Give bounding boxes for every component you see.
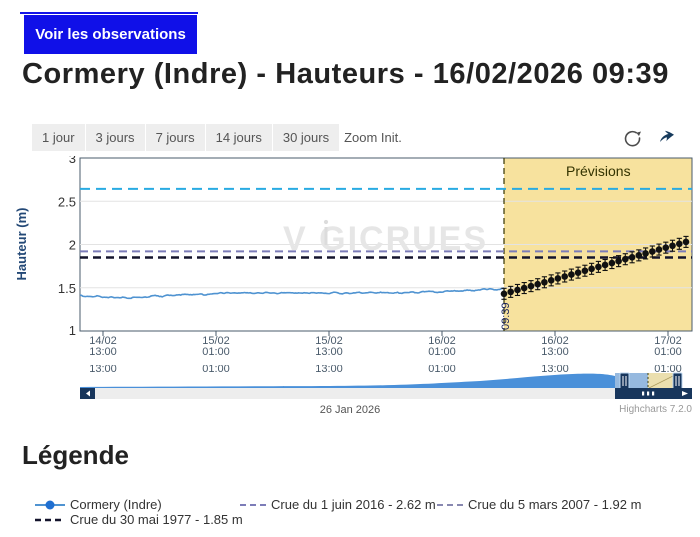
svg-text:01:00: 01:00 xyxy=(202,365,230,375)
svg-text:2: 2 xyxy=(69,238,76,253)
svg-text:13:00: 13:00 xyxy=(89,346,117,358)
svg-text:13:00: 13:00 xyxy=(315,365,343,375)
svg-text:13:00: 13:00 xyxy=(541,346,569,358)
svg-text:V GICRUES: V GICRUES xyxy=(283,220,488,258)
svg-text:Hauteur (m): Hauteur (m) xyxy=(14,208,29,281)
svg-text:1.5: 1.5 xyxy=(58,281,76,296)
svg-text:Cormery (Indre): Cormery (Indre) xyxy=(70,497,162,512)
svg-text:Crue du 1 juin 2016 - 2.62 m: Crue du 1 juin 2016 - 2.62 m xyxy=(271,497,436,512)
svg-text:Prévisions: Prévisions xyxy=(566,163,631,179)
svg-text:13:00: 13:00 xyxy=(89,365,117,375)
svg-text:01:00: 01:00 xyxy=(202,346,230,358)
svg-text:Crue du 30 mai 1977 - 1.85 m: Crue du 30 mai 1977 - 1.85 m xyxy=(70,512,243,527)
svg-text:13:00: 13:00 xyxy=(315,346,343,358)
svg-text:3: 3 xyxy=(69,156,76,166)
svg-text:2.5: 2.5 xyxy=(58,194,76,209)
svg-text:1: 1 xyxy=(69,323,76,338)
svg-text:01:00: 01:00 xyxy=(428,365,456,375)
svg-text:01:00: 01:00 xyxy=(428,346,456,358)
svg-text:01:00: 01:00 xyxy=(654,346,682,358)
svg-text:13:00: 13:00 xyxy=(541,365,569,375)
svg-text:09:39: 09:39 xyxy=(500,302,512,330)
svg-text:Crue du 5 mars 2007 - 1.92 m: Crue du 5 mars 2007 - 1.92 m xyxy=(468,497,641,512)
